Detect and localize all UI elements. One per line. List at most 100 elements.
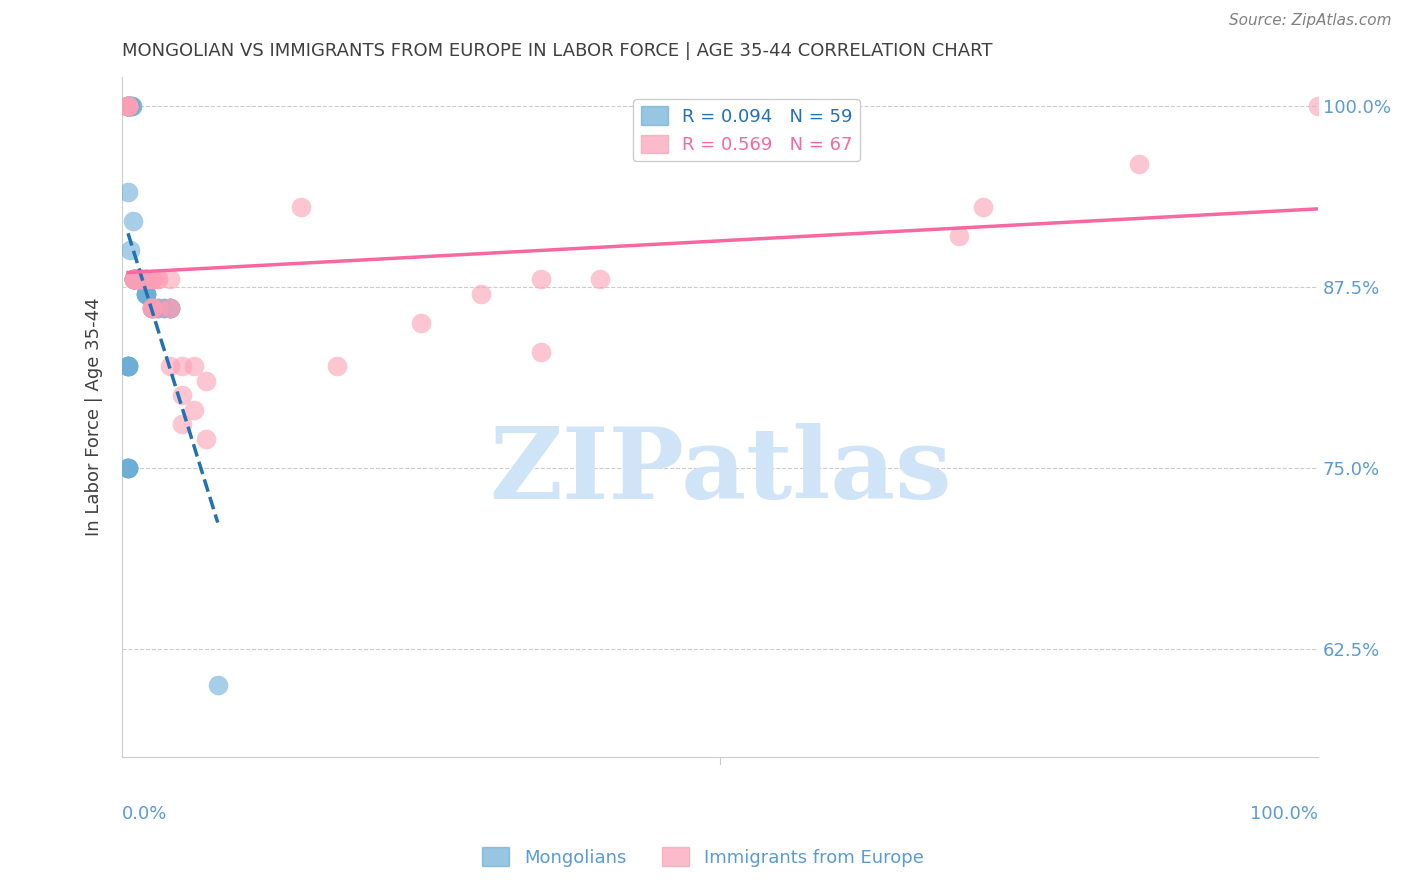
Point [530, 272, 553, 286]
Point [127, 272, 149, 286]
Point [122, 272, 145, 286]
Point [135, 272, 157, 286]
Point [117, 98, 139, 112]
Point [129, 272, 152, 286]
Point [170, 388, 193, 402]
Point [117, 98, 139, 112]
Point [135, 286, 157, 301]
Point [122, 272, 145, 286]
Point [129, 272, 152, 286]
Point [117, 98, 139, 112]
Point [122, 272, 145, 286]
Legend: Mongolians, Immigrants from Europe: Mongolians, Immigrants from Europe [475, 840, 931, 874]
Point [135, 286, 157, 301]
Point [121, 98, 143, 112]
Point [141, 301, 163, 316]
Point [122, 272, 145, 286]
Point [409, 316, 432, 330]
Point [972, 200, 994, 214]
Text: Source: ZipAtlas.com: Source: ZipAtlas.com [1229, 13, 1392, 29]
Point [129, 272, 152, 286]
Point [146, 301, 169, 316]
Point [135, 272, 157, 286]
Point [117, 460, 139, 475]
Point [117, 98, 139, 112]
Point [1308, 98, 1330, 112]
Point [129, 272, 152, 286]
Point [141, 272, 163, 286]
Point [141, 301, 163, 316]
Point [129, 272, 152, 286]
Point [135, 272, 157, 286]
Legend: R = 0.094   N = 59, R = 0.569   N = 67: R = 0.094 N = 59, R = 0.569 N = 67 [634, 99, 860, 161]
Point [117, 98, 139, 112]
Point [122, 272, 145, 286]
Point [120, 98, 142, 112]
Point [117, 460, 139, 475]
Point [117, 359, 139, 374]
Point [141, 301, 163, 316]
Point [117, 460, 139, 475]
Y-axis label: In Labor Force | Age 35-44: In Labor Force | Age 35-44 [86, 298, 103, 536]
Point [146, 301, 169, 316]
Point [122, 272, 145, 286]
Text: 0.0%: 0.0% [122, 805, 167, 823]
Text: MONGOLIAN VS IMMIGRANTS FROM EUROPE IN LABOR FORCE | AGE 35-44 CORRELATION CHART: MONGOLIAN VS IMMIGRANTS FROM EUROPE IN L… [122, 42, 993, 60]
Point [290, 200, 312, 214]
Point [129, 272, 152, 286]
Point [129, 272, 152, 286]
Point [117, 98, 139, 112]
Point [170, 359, 193, 374]
Point [159, 301, 181, 316]
Point [159, 301, 181, 316]
Point [129, 272, 152, 286]
Point [117, 98, 139, 112]
Point [125, 272, 148, 286]
Point [117, 98, 139, 112]
Point [159, 301, 181, 316]
Point [122, 272, 145, 286]
Point [122, 272, 145, 286]
Point [1128, 156, 1150, 170]
Point [159, 301, 181, 316]
Point [183, 402, 205, 417]
Point [194, 374, 217, 388]
Point [120, 98, 142, 112]
Point [589, 272, 612, 286]
Point [143, 301, 166, 316]
Point [129, 272, 152, 286]
Point [117, 98, 139, 112]
Point [117, 98, 139, 112]
Point [159, 301, 181, 316]
Point [141, 301, 163, 316]
Point [141, 272, 163, 286]
Point [132, 272, 155, 286]
Point [122, 272, 145, 286]
Point [117, 460, 139, 475]
Point [122, 272, 145, 286]
Point [122, 272, 145, 286]
Point [135, 286, 157, 301]
Point [122, 272, 145, 286]
Point [120, 98, 142, 112]
Point [141, 301, 163, 316]
Point [153, 301, 176, 316]
Point [141, 272, 163, 286]
Point [121, 98, 143, 112]
Point [207, 678, 229, 692]
Point [117, 98, 139, 112]
Point [117, 98, 139, 112]
Point [117, 359, 139, 374]
Point [122, 272, 145, 286]
Point [141, 301, 163, 316]
Point [194, 432, 217, 446]
Point [122, 272, 145, 286]
Point [117, 98, 139, 112]
Point [121, 214, 143, 228]
Point [129, 272, 152, 286]
Point [125, 272, 148, 286]
Point [117, 460, 139, 475]
Point [129, 272, 152, 286]
Point [146, 301, 169, 316]
Point [159, 272, 181, 286]
